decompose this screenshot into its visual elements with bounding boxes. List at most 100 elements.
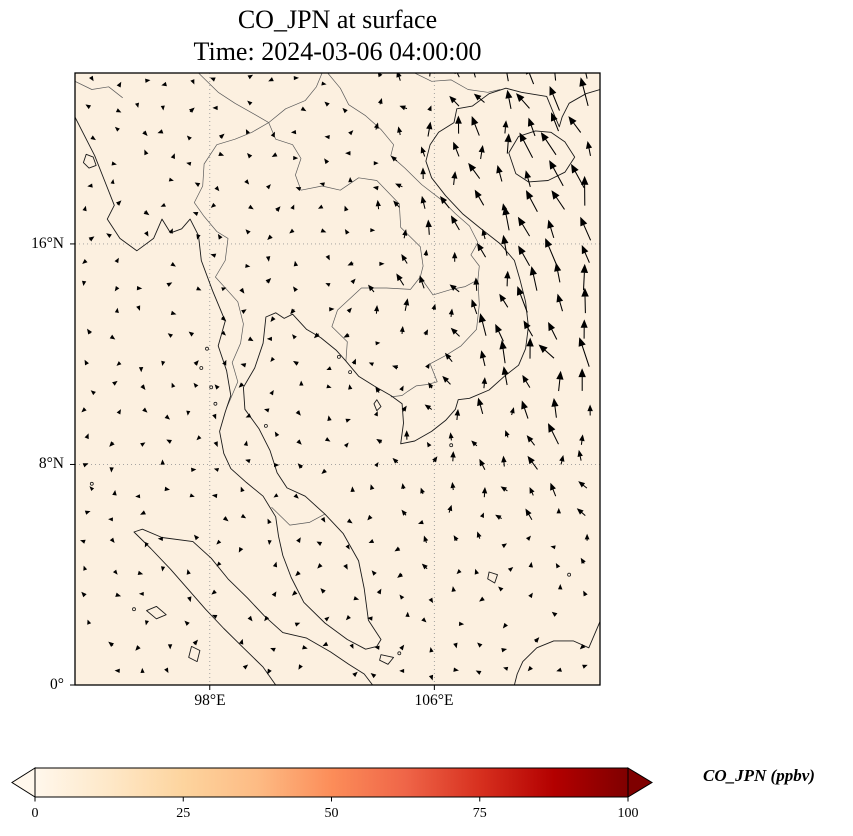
wind-vector [316,541,323,546]
wind-vector [291,590,298,596]
wind-vector [243,440,248,446]
wind-vector [556,370,564,392]
wind-vector [135,494,141,499]
wind-vector [275,206,281,212]
wind-vector [375,386,381,393]
wind-vector [320,588,326,594]
wind-vector [319,182,325,187]
wind-vector [420,146,426,157]
wind-vector [84,510,91,515]
border-laos-vietnam [327,73,480,280]
wind-vector [264,408,270,413]
axes-frame [74,72,601,686]
wind-vector [345,418,351,423]
wind-vector [161,81,167,87]
wind-vector [525,73,535,85]
wind-vector [193,360,199,366]
wind-vector [138,591,144,596]
wind-vector [578,368,586,391]
wind-vector [581,244,590,263]
wind-vector [556,667,562,672]
wind-vector [550,482,557,497]
wind-vector [351,358,356,365]
colorbar: 0 25 50 75 100 [11,767,653,821]
border-laos-cambodia [420,276,479,296]
islet [263,423,268,428]
wind-vector [582,664,588,669]
wind-vector [498,586,504,592]
wind-vector [580,557,586,564]
wind-vector [248,204,254,210]
islet [199,366,204,370]
wind-vector [479,458,486,470]
wind-vector [399,325,405,334]
wind-vector [559,454,565,465]
wind-vector [502,120,509,134]
wind-vector [549,160,564,187]
wind-vector [326,366,332,371]
wind-vector [188,331,195,337]
wind-vector [525,535,531,541]
wind-vector [453,642,458,649]
islet [397,651,402,656]
wind-vector [481,377,488,389]
islet [213,401,218,406]
wind-vector [348,176,353,183]
wind-vector [499,340,507,364]
wind-vector [496,164,503,182]
wind-vector [211,589,217,595]
wind-vector [343,332,350,338]
wind-vector [292,286,298,292]
border-thailand-cambodia [331,276,421,362]
wind-vector [377,73,383,78]
wind-vector [164,486,170,492]
wind-vector [353,596,360,601]
wind-vector [580,319,588,339]
wind-vector [468,162,481,179]
wind-vector [479,596,485,602]
wind-vector [324,158,330,165]
wind-vector [375,341,381,346]
wind-vector [423,329,429,336]
wind-vector [144,231,149,237]
wind-vector [90,135,96,141]
wind-vector [167,333,174,338]
wind-vector [222,516,229,522]
wind-vector [424,404,433,411]
wind-vector [245,413,252,418]
wind-vector [265,184,271,190]
wind-vector [522,374,531,388]
wind-vector [343,442,349,448]
wind-vector [324,437,331,442]
wind-vector [379,261,385,266]
wind-vector [501,455,507,467]
coastline-mainland [75,87,600,650]
wind-vector [186,135,192,141]
wind-vector [392,365,399,370]
wind-vector [450,215,460,231]
wind-vector [450,327,460,337]
wind-vector [289,228,295,234]
wind-vector [240,363,247,368]
wind-vector [558,584,563,590]
wind-vector [293,260,299,267]
wind-vector [170,262,176,267]
wind-vector [298,664,303,670]
wind-vector [295,187,302,192]
coastline-borneo [513,621,600,685]
wind-vector [399,594,405,600]
wind-vector [423,249,429,256]
wind-vector [396,273,405,286]
wind-vector [448,308,454,317]
islet [449,443,454,448]
wind-vector [392,457,399,464]
wind-vector [209,77,216,82]
wind-vector [350,278,356,285]
wind-vector [397,572,403,578]
wind-vector [426,441,432,448]
wind-vector [549,86,560,111]
wind-vector [247,74,254,80]
wind-vector [327,415,332,421]
wind-vector [501,366,509,386]
wind-vector [401,405,407,412]
